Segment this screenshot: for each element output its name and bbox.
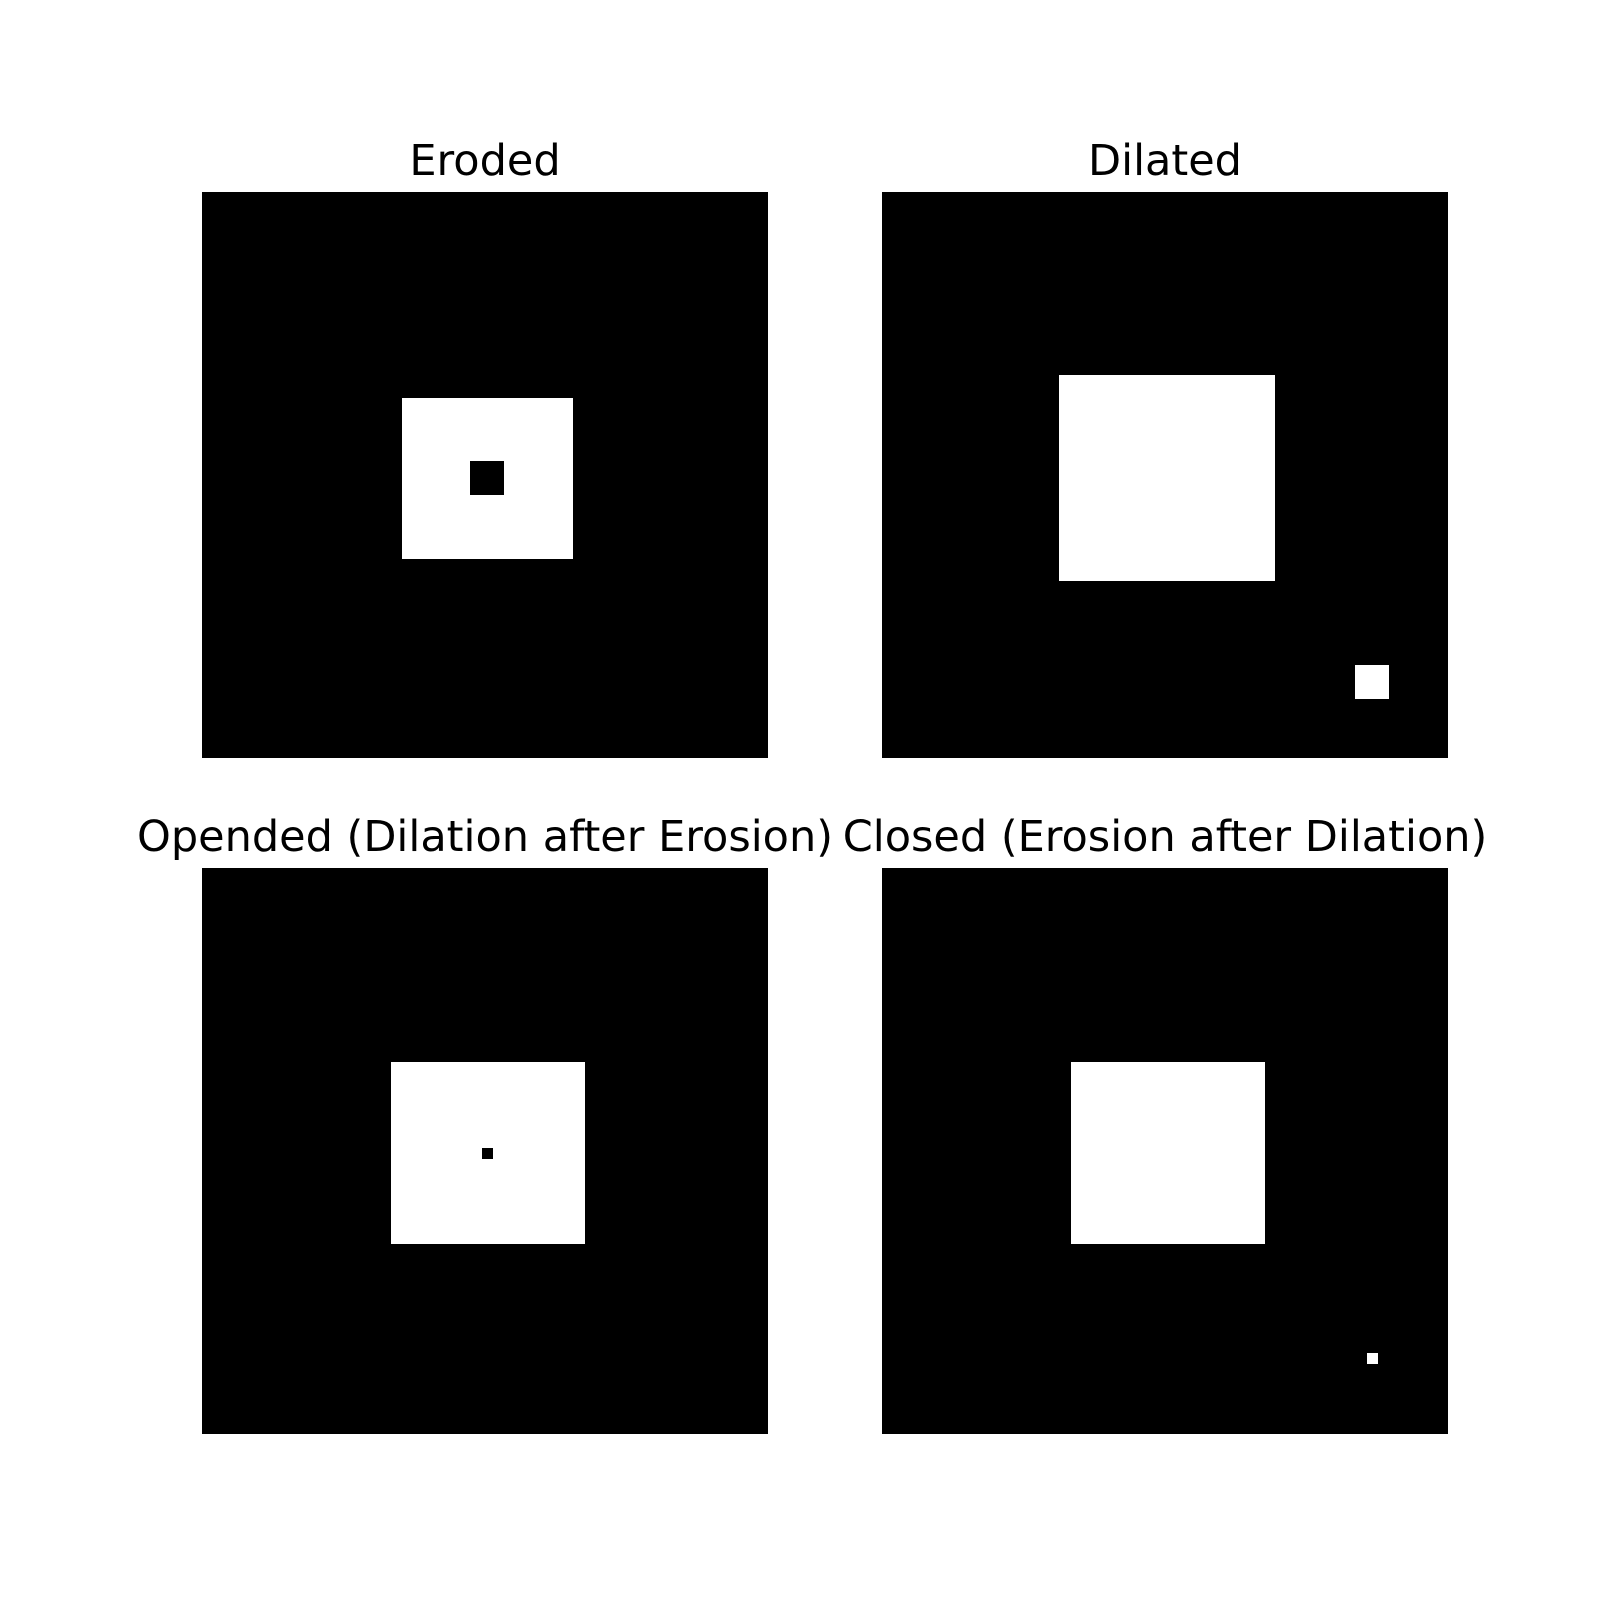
eroded-image (202, 192, 768, 758)
panel-title-eroded: Eroded (409, 136, 561, 186)
panel-title-opened: Opended (Dilation after Erosion) (136, 812, 834, 862)
eroded-center-hole (470, 461, 504, 495)
dilated-noise-square (1355, 665, 1389, 699)
opened-image (202, 868, 768, 1434)
opened-center-hole (482, 1148, 493, 1159)
panel-title-closed: Closed (Erosion after Dilation) (842, 812, 1488, 862)
dilated-image (882, 192, 1448, 758)
panel-title-dilated: Dilated (1088, 136, 1242, 186)
dilated-white-square (1059, 375, 1275, 581)
closed-image (882, 868, 1448, 1434)
closed-noise-dot (1367, 1353, 1378, 1364)
closed-white-square (1071, 1062, 1265, 1244)
